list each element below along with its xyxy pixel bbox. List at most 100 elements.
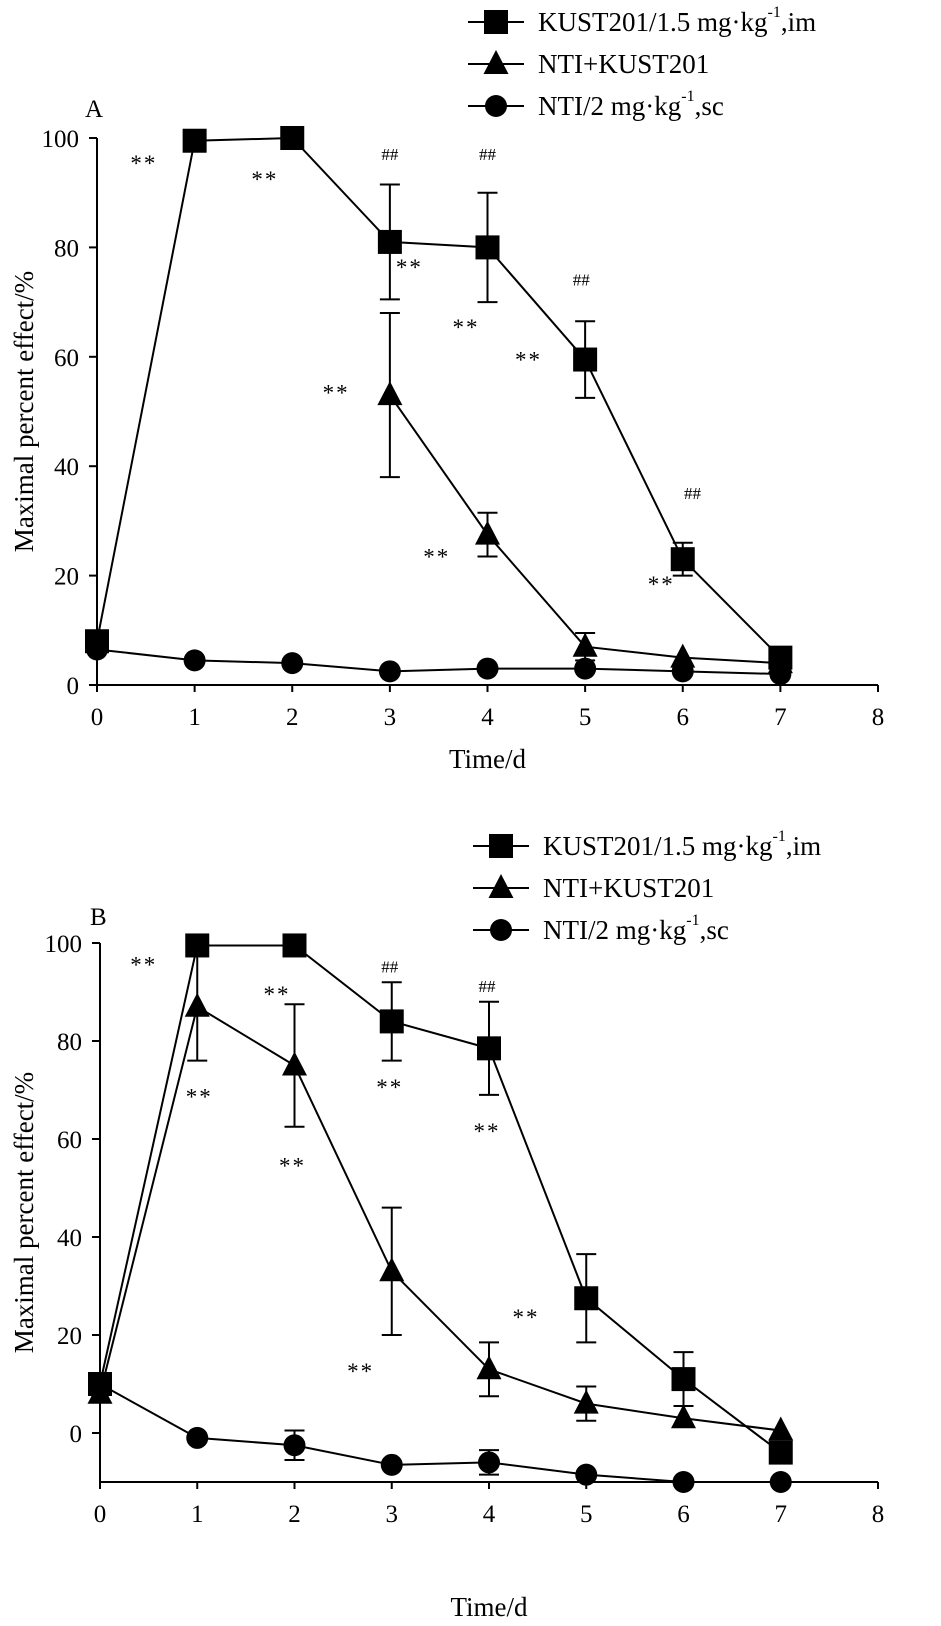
significance-hash: ## xyxy=(684,484,702,503)
legend-item: NTI/2 mg·kg-1,sc xyxy=(473,912,729,945)
x-axis-title: Time/d xyxy=(450,1592,528,1622)
data-point-triangle xyxy=(184,992,210,1017)
series-line xyxy=(99,1005,781,1432)
data-point-circle xyxy=(378,660,401,683)
legend-label: NTI+KUST201 xyxy=(538,49,709,79)
series-line xyxy=(99,944,782,1454)
data-point-circle xyxy=(183,649,206,672)
y-axis-title: Maximal percent effect/% xyxy=(9,271,39,552)
x-tick-label: 2 xyxy=(288,1501,301,1528)
data-point-triangle xyxy=(768,1416,794,1441)
series-circle xyxy=(89,1373,792,1493)
significance-hash: ## xyxy=(479,977,497,996)
significance-stars: ** xyxy=(186,1085,213,1110)
legend-label: NTI/2 mg·kg-1,sc xyxy=(543,912,729,945)
legend-label: KUST201/1.5 mg·kg-1,im xyxy=(538,4,816,37)
x-tick-label: 1 xyxy=(191,1501,204,1528)
data-point-circle xyxy=(672,1471,695,1493)
significance-stars: ** xyxy=(396,255,423,280)
significance-stars: ** xyxy=(515,348,542,373)
data-point-triangle xyxy=(476,1355,502,1380)
significance-stars: ** xyxy=(512,1305,539,1330)
data-point-square xyxy=(377,229,402,254)
data-point-triangle xyxy=(671,1404,696,1429)
y-tick-label: 0 xyxy=(70,1421,83,1448)
data-point-square xyxy=(573,347,598,372)
x-tick-label: 7 xyxy=(775,1501,788,1528)
data-point-circle xyxy=(281,652,304,675)
x-tick-label: 5 xyxy=(580,1501,593,1528)
legend-label: NTI/2 mg·kg-1,sc xyxy=(538,88,724,121)
y-tick-label: 100 xyxy=(42,126,80,153)
y-tick-label: 40 xyxy=(54,454,79,481)
series-line xyxy=(99,1383,781,1483)
data-point-triangle xyxy=(670,643,696,668)
series-triangle xyxy=(87,951,794,1441)
significance-hash: ## xyxy=(479,145,497,164)
data-point-square xyxy=(574,1286,599,1311)
significance-hash: ## xyxy=(381,957,399,976)
legend-item: NTI/2 mg·kg-1,sc xyxy=(468,88,724,121)
data-point-square xyxy=(670,547,695,572)
significance-stars: ** xyxy=(474,1119,501,1144)
x-tick-label: 1 xyxy=(188,704,201,731)
data-point-triangle xyxy=(282,1051,307,1076)
x-tick-label: 7 xyxy=(774,704,787,731)
data-point-circle xyxy=(574,657,597,680)
significance-stars: ** xyxy=(347,1359,374,1384)
legend-marker-circle xyxy=(485,95,507,117)
x-tick-label: 4 xyxy=(481,704,494,731)
data-point-triangle xyxy=(572,632,598,657)
data-point-square xyxy=(671,1367,696,1392)
data-point-circle xyxy=(186,1426,209,1449)
legend-label: KUST201/1.5 mg·kg-1,im xyxy=(543,828,821,861)
significance-stars: ** xyxy=(323,381,350,406)
significance-stars: ** xyxy=(648,572,675,597)
y-tick-label: 0 xyxy=(67,673,80,700)
x-tick-label: 8 xyxy=(872,1501,885,1528)
data-point-circle xyxy=(769,663,792,686)
legend-item: KUST201/1.5 mg·kg-1,im xyxy=(468,4,816,37)
y-tick-label: 40 xyxy=(57,1225,82,1252)
x-tick-label: 3 xyxy=(386,1501,399,1528)
y-tick-label: 60 xyxy=(57,1127,82,1154)
data-point-square xyxy=(768,1440,793,1465)
data-point-square xyxy=(280,126,305,150)
data-point-circle xyxy=(380,1453,403,1476)
legend-label: NTI+KUST201 xyxy=(543,873,714,903)
y-axis-title: Maximal percent effect/% xyxy=(9,1072,39,1353)
data-point-circle xyxy=(476,657,499,680)
significance-stars: ** xyxy=(279,1153,306,1178)
y-tick-label: 100 xyxy=(45,931,83,958)
y-tick-label: 20 xyxy=(54,564,79,591)
panel-letter: A xyxy=(85,96,103,123)
x-tick-label: 6 xyxy=(677,704,690,731)
significance-stars: ** xyxy=(130,151,157,176)
x-axis-title: Time/d xyxy=(449,744,527,774)
significance-hash: ## xyxy=(573,271,591,290)
data-point-square xyxy=(379,1009,404,1034)
data-point-square xyxy=(477,1036,501,1061)
legend-item: NTI+KUST201 xyxy=(473,873,714,903)
x-tick-label: 5 xyxy=(579,704,592,731)
legend-marker-square xyxy=(489,834,513,858)
data-point-triangle xyxy=(573,1389,599,1414)
series-line xyxy=(389,394,781,665)
y-tick-label: 20 xyxy=(57,1323,82,1350)
x-tick-label: 3 xyxy=(384,704,397,731)
significance-hash: ## xyxy=(381,145,399,164)
data-point-triangle xyxy=(377,381,403,406)
data-point-circle xyxy=(89,1373,111,1395)
legend-item: KUST201/1.5 mg·kg-1,im xyxy=(473,828,821,861)
y-tick-label: 80 xyxy=(57,1029,82,1056)
series-line xyxy=(96,648,781,676)
series-line xyxy=(96,136,782,659)
y-tick-label: 60 xyxy=(54,345,79,372)
legend: KUST201/1.5 mg·kg-1,im NTI+KUST201 NTI/2 m… xyxy=(473,828,821,945)
x-tick-label: 4 xyxy=(483,1501,496,1528)
legend: KUST201/1.5 mg·kg-1,im NTI+KUST201 NTI/2 m… xyxy=(468,4,816,121)
significance-stars: ** xyxy=(130,952,157,977)
